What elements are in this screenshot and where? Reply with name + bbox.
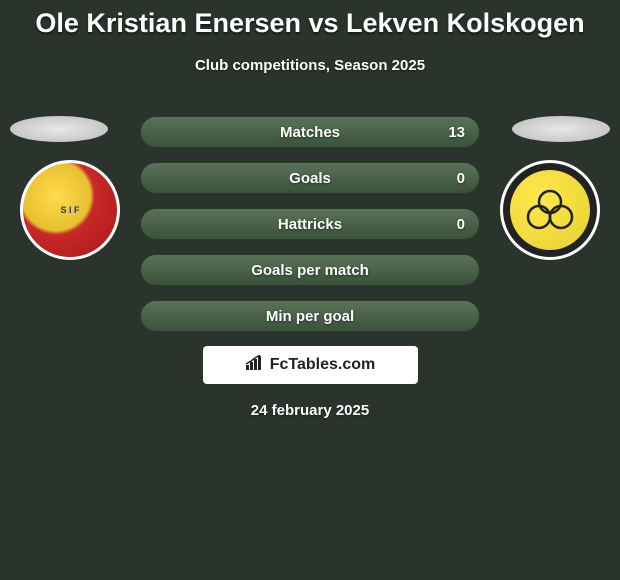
left-badge-text: S I F xyxy=(60,205,79,215)
subtitle: Club competitions, Season 2025 xyxy=(0,57,620,74)
stat-value-right: 0 xyxy=(457,170,465,187)
stat-row-goals: Goals 0 xyxy=(140,162,480,194)
stat-value-right: 0 xyxy=(457,216,465,233)
stat-label: Matches xyxy=(280,124,340,141)
left-club-badge: S I F xyxy=(20,160,120,260)
page-title: Ole Kristian Enersen vs Lekven Kolskogen xyxy=(0,0,620,39)
stat-label: Goals per match xyxy=(251,262,369,279)
chart-icon xyxy=(245,355,265,376)
stat-label: Min per goal xyxy=(266,308,354,325)
stat-row-matches: Matches 13 xyxy=(140,116,480,148)
stat-row-hattricks: Hattricks 0 xyxy=(140,208,480,240)
stat-row-goals-per-match: Goals per match xyxy=(140,254,480,286)
stat-label: Hattricks xyxy=(278,216,342,233)
right-club-badge xyxy=(500,160,600,260)
right-player-flag xyxy=(512,116,610,142)
brand-text: FcTables.com xyxy=(270,356,376,374)
brand-banner[interactable]: FcTables.com xyxy=(203,346,418,384)
footer-date: 24 february 2025 xyxy=(0,402,620,419)
comparison-content: S I F Matches 13 Goals 0 Hattricks 0 Goa… xyxy=(0,116,620,419)
left-player-flag xyxy=(10,116,108,142)
rings-icon xyxy=(523,189,577,231)
stat-value-right: 13 xyxy=(448,124,465,141)
right-badge-inner xyxy=(510,170,590,250)
stat-label: Goals xyxy=(289,170,331,187)
stats-container: Matches 13 Goals 0 Hattricks 0 Goals per… xyxy=(140,116,480,332)
stat-row-min-per-goal: Min per goal xyxy=(140,300,480,332)
